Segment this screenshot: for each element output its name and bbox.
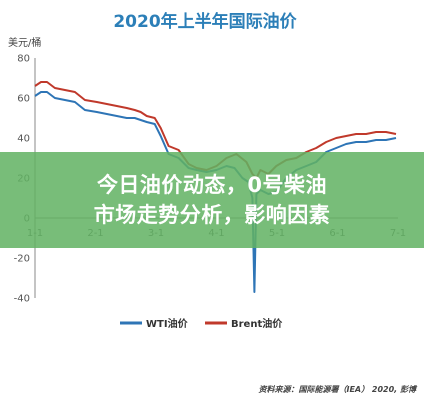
y-tick-label: 80 (17, 54, 30, 65)
headline-line-2: 市场走势分析，影响因素 (93, 203, 331, 227)
y-axis-unit-label: 美元/桶 (8, 36, 41, 49)
headline-banner: 今日油价动态，0号柴油 市场走势分析，影响因素 (0, 152, 424, 248)
source-note: 资料来源：国际能源署（IEA） 2020, 彭博 (258, 384, 418, 394)
headline-line-1: 今日油价动态，0号柴油 (96, 172, 328, 197)
y-tick-label: 40 (17, 134, 30, 145)
y-tick-label: 60 (17, 94, 30, 105)
legend: WTI油价 Brent油价 (120, 317, 283, 330)
y-tick-label: -20 (14, 254, 30, 265)
legend-label-wti: WTI油价 (146, 317, 189, 330)
chart-title: 2020年上半年国际油价 (113, 11, 297, 32)
y-tick-label: -40 (14, 294, 30, 305)
legend-label-brent: Brent油价 (231, 317, 283, 330)
